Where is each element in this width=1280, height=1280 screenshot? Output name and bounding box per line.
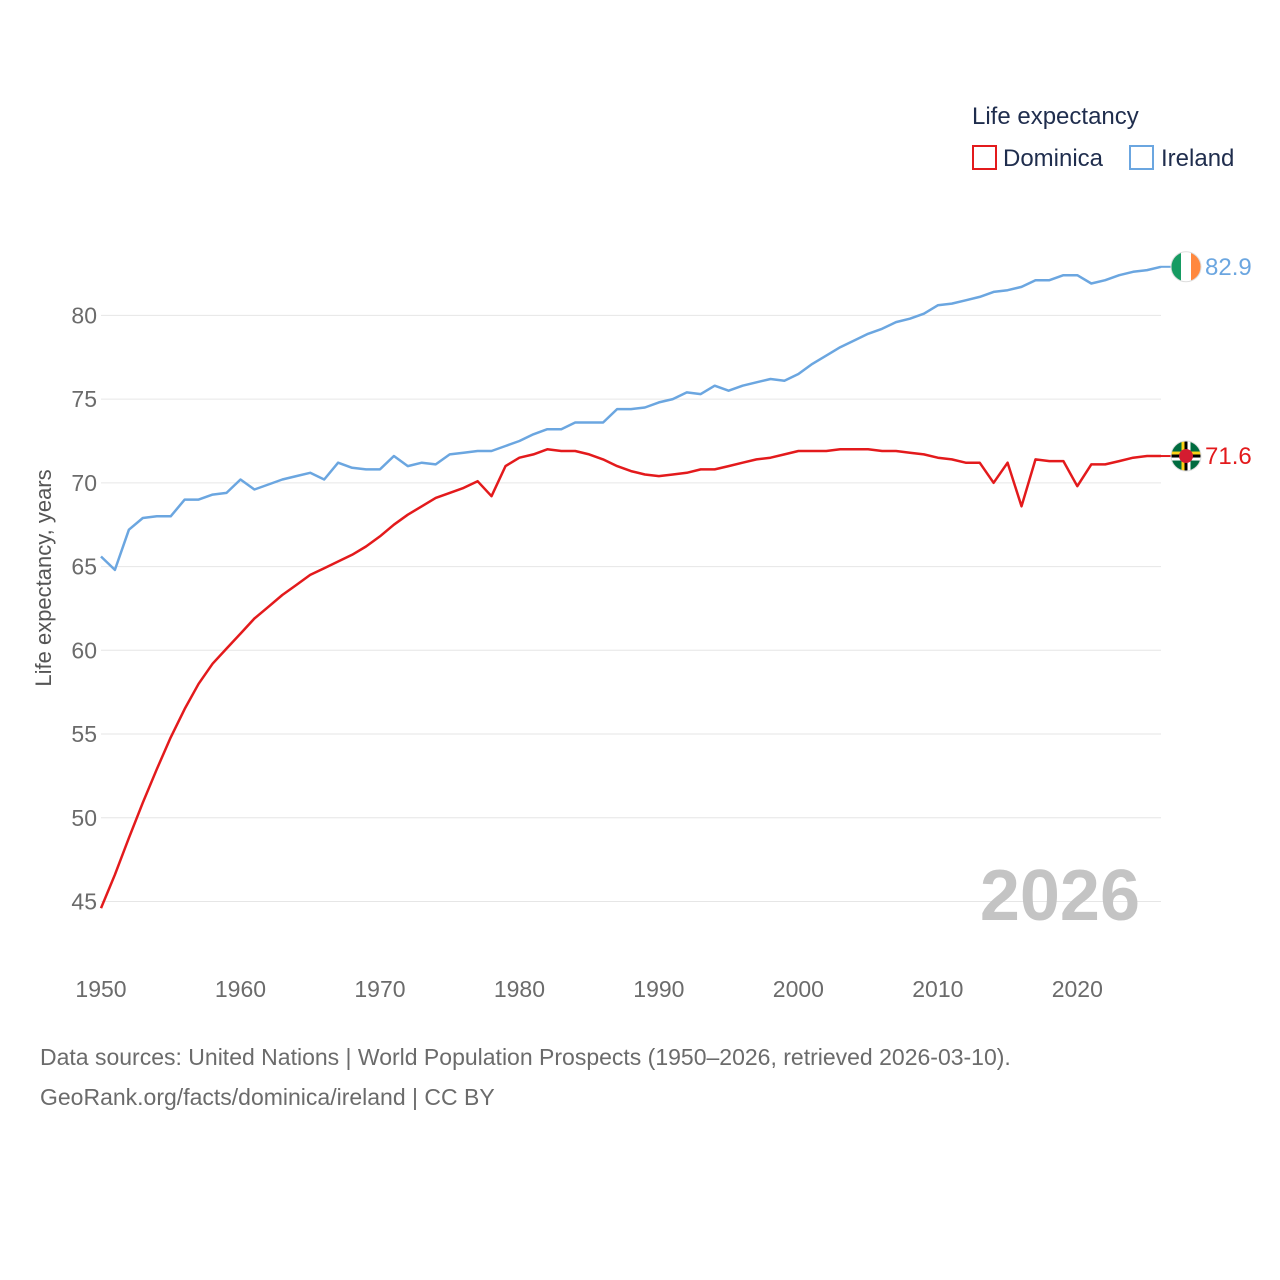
- x-tick-label: 1960: [215, 976, 266, 1002]
- x-axis-ticks: 1950 1960 1970 1980 1990 2000 2010 2020: [75, 976, 1102, 1002]
- series-lines: [99, 265, 1162, 909]
- y-tick-label: 50: [71, 805, 97, 831]
- y-tick-label: 45: [71, 889, 97, 915]
- series-end-labels: 71.6 82.9: [1161, 251, 1252, 472]
- year-watermark: 2026: [980, 856, 1140, 936]
- x-tick-label: 1980: [494, 976, 545, 1002]
- legend-title: Life expectancy: [972, 103, 1139, 130]
- x-tick-label: 2010: [912, 976, 963, 1002]
- legend: Life expectancy Dominica Ireland: [972, 103, 1234, 172]
- legend-swatch-dominica: [972, 145, 997, 170]
- legend-item-ireland[interactable]: Ireland: [1129, 145, 1234, 172]
- y-tick-label: 70: [71, 470, 97, 496]
- x-tick-label: 1990: [633, 976, 684, 1002]
- life-expectancy-chart: 45 50 55 60 65 70 75 80 1950 1960 1970 1980 1990 200…: [31, 103, 1252, 1002]
- y-tick-label: 65: [71, 554, 97, 580]
- y-tick-label: 75: [71, 386, 97, 412]
- footer-attribution[interactable]: GeoRank.org/facts/dominica/ireland | CC …: [40, 1084, 495, 1110]
- y-tick-label: 60: [71, 637, 97, 663]
- x-tick-label: 1970: [354, 976, 405, 1002]
- gridlines: [101, 314, 1161, 903]
- series-line-dominica[interactable]: [99, 448, 1161, 909]
- series-line-ireland[interactable]: [100, 265, 1162, 572]
- x-tick-label: 1950: [75, 976, 126, 1002]
- footer-sources: Data sources: United Nations | World Pop…: [40, 1044, 1011, 1070]
- y-tick-label: 55: [71, 721, 97, 747]
- y-axis-label: Life expectancy, years: [31, 469, 56, 686]
- x-tick-label: 2000: [773, 976, 824, 1002]
- dominica-flag-icon: [1170, 440, 1202, 472]
- legend-label-ireland: Ireland: [1161, 145, 1234, 172]
- x-tick-label: 2020: [1052, 976, 1103, 1002]
- end-value-dominica: 71.6: [1205, 443, 1252, 470]
- y-axis-ticks: 45 50 55 60 65 70 75 80: [71, 302, 97, 914]
- ireland-flag-icon: [1170, 251, 1202, 283]
- end-value-ireland: 82.9: [1205, 254, 1252, 281]
- y-tick-label: 80: [71, 302, 97, 328]
- legend-item-dominica[interactable]: Dominica: [972, 145, 1104, 172]
- legend-swatch-ireland: [1129, 145, 1154, 170]
- legend-label-dominica: Dominica: [1003, 145, 1104, 172]
